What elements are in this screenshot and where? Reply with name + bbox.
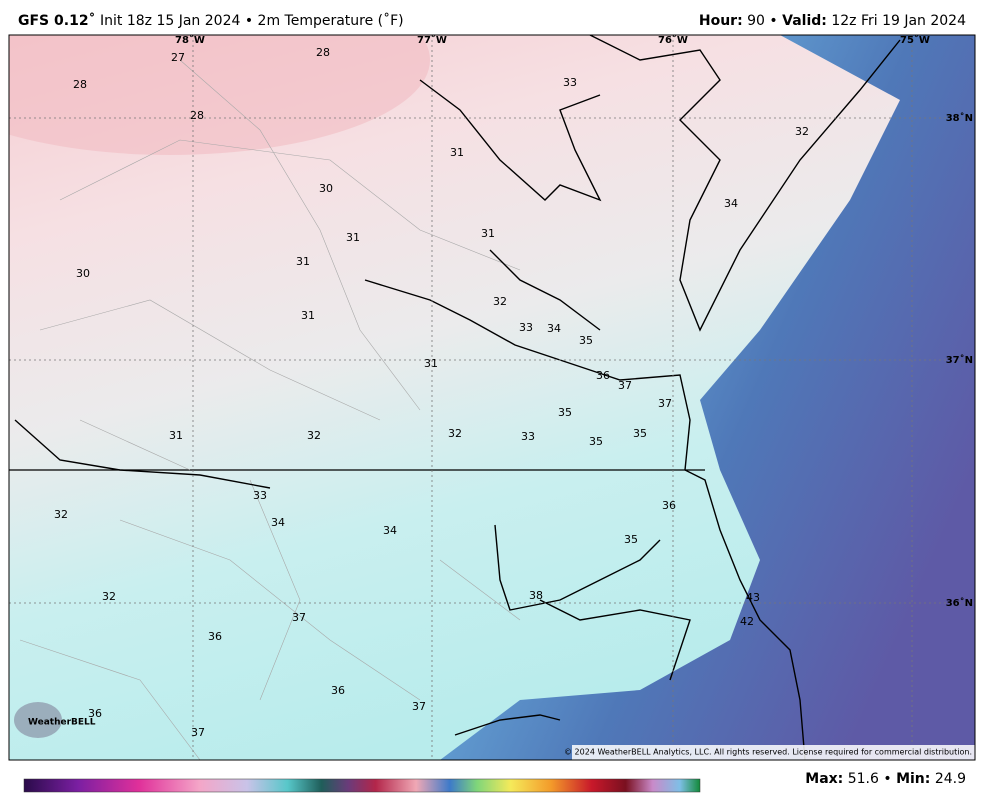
colorbar [23,778,701,793]
temperature-label: 37 [658,397,672,410]
temperature-label: 36 [88,707,102,720]
temperature-label: 28 [316,46,330,59]
temperature-label: 31 [424,357,438,370]
temperature-label: 35 [558,406,572,419]
temperature-label: 31 [481,227,495,240]
copyright-box [572,745,975,760]
temperature-label: 32 [448,427,462,440]
temperature-label: 36 [596,369,610,382]
temperature-label: 33 [521,430,535,443]
coastline [14,35,901,760]
temperature-label: 36 [662,499,676,512]
valid-time: Hour: 90 • Valid: 12z Fri 19 Jan 2024 [699,13,966,29]
temperature-label: 37 [618,379,632,392]
logo-globe [14,702,62,738]
temperature-label: 28 [73,78,87,91]
temperature-label: 33 [253,489,267,502]
latitude-label: 37˚N [946,354,973,366]
temperature-label: 31 [301,309,315,322]
temperature-label: 30 [319,182,333,195]
temperature-label: 36 [208,630,222,643]
temperature-label: 32 [102,590,116,603]
temperature-label: 34 [383,524,397,537]
latitude-label: 36˚N [946,597,973,609]
longitude-label: 78˚W [175,34,205,46]
temperature-label: 32 [307,429,321,442]
temperature-label: 37 [412,700,426,713]
map-frame [8,34,976,761]
copyright: © 2024 WeatherBELL Analytics, LLC. All r… [564,748,972,757]
min-label: Min: [896,771,930,787]
temperature-label: 42 [740,615,754,628]
longitude-label: 75˚W [900,34,930,46]
temperature-label: 34 [547,322,561,335]
model: GFS 0.12˚ [18,12,96,29]
latitude-label: 38˚N [946,112,973,124]
temperature-label: 43 [746,591,760,604]
hour-label: Hour: [699,13,743,29]
temperature-label: 35 [589,435,603,448]
temperature-label: 35 [624,533,638,546]
logo-text: WeatherBELL [28,718,96,728]
temperature-label: 38 [529,589,543,602]
county-lines [19,59,521,760]
temperature-label: 31 [450,146,464,159]
temperature-label: 32 [493,295,507,308]
colorbar-ramp [23,778,701,793]
stats: Max: 51.6 • Min: 24.9 [805,771,966,787]
description: Init 18z 15 Jan 2024 • 2m Temperature (˚… [100,12,404,29]
map: 27 28 28 28 33 32 31 30 34 31 31 31 30 32 31 33 34 35 31 36… [9,34,975,760]
logo: WeatherBELL [14,702,96,738]
temperature-label: 31 [169,429,183,442]
separator: • [883,771,891,787]
temperature-label: 34 [271,516,285,529]
temperature-label: 28 [190,109,204,122]
temperature-label: 33 [563,76,577,89]
temperature-label: 32 [795,125,809,138]
temperature-labels: 27 28 28 28 33 32 31 30 34 31 31 31 30 32 31 33 34 35 31 36… [54,46,809,739]
temperature-label: 33 [519,321,533,334]
longitude-label: 76˚W [658,34,688,46]
graticule-labels: 78˚W 77˚W 76˚W 75˚W 38˚N 37˚N 36˚N [175,34,973,609]
temperature-label: 37 [191,726,205,739]
hour: 90 [747,13,765,29]
temperature-label: 35 [633,427,647,440]
separator: • [769,13,777,29]
temperature-label: 36 [331,684,345,697]
temperature-label: 32 [54,508,68,521]
title: GFS 0.12˚ Init 18z 15 Jan 2024 • 2m Temp… [18,12,404,29]
valid-label: Valid: [782,13,827,29]
min: 24.9 [935,771,966,787]
temperature-label: 27 [171,51,185,64]
temperature-label: 34 [724,197,738,210]
max: 51.6 [848,771,879,787]
ocean-field [440,35,975,760]
header: GFS 0.12˚ Init 18z 15 Jan 2024 • 2m Temp… [18,12,966,29]
valid: 12z Fri 19 Jan 2024 [831,13,966,29]
max-label: Max: [805,771,843,787]
cold-pool [9,35,430,155]
temperature-label: 35 [579,334,593,347]
longitude-label: 77˚W [417,34,447,46]
temperature-label: 30 [76,267,90,280]
temperature-label: 37 [292,611,306,624]
temperature-label: 31 [296,255,310,268]
temperature-label: 31 [346,231,360,244]
